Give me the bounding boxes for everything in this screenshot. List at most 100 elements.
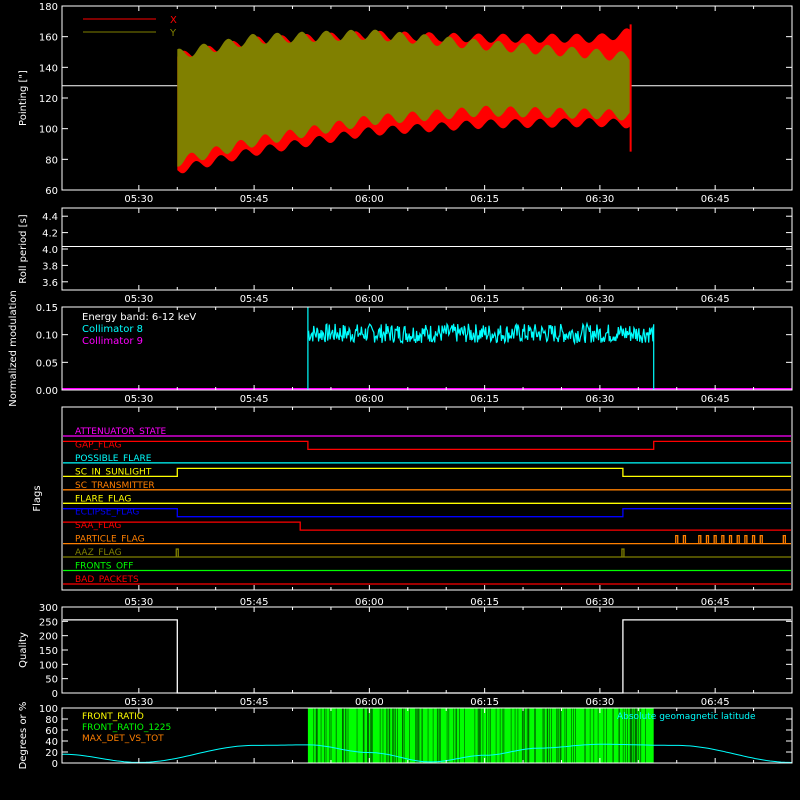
flag-spike bbox=[744, 534, 748, 544]
time-tick-label: 05:45 bbox=[240, 294, 269, 305]
modulation-annotation: Collimator 8 bbox=[82, 324, 143, 335]
y-tick-label: 100 bbox=[39, 125, 58, 136]
time-tick-label: 06:15 bbox=[470, 294, 499, 305]
flag-label: FRONTS_OFF bbox=[75, 562, 133, 572]
y-tick-label: 300 bbox=[39, 603, 58, 614]
time-tick-label: 06:15 bbox=[470, 194, 499, 205]
y-tick-label: 0.05 bbox=[36, 358, 58, 369]
front-ratio-1225-fill bbox=[307, 708, 654, 763]
time-tick-label: 06:45 bbox=[701, 597, 730, 608]
time-tick-label: 06:30 bbox=[585, 394, 614, 405]
flag-line-saa-flag bbox=[63, 521, 791, 531]
flag-label: SC_TRANSMITTER bbox=[75, 481, 155, 491]
legend-label: FRONT_RATIO_1225 bbox=[82, 723, 171, 733]
y-tick-label: 0 bbox=[52, 759, 58, 770]
flag-spike bbox=[675, 534, 679, 544]
y-series-area bbox=[177, 29, 631, 167]
time-tick-label: 05:30 bbox=[124, 697, 153, 708]
time-tick-label: 06:00 bbox=[355, 697, 384, 708]
flag-spike bbox=[705, 534, 710, 544]
collimator-8-line bbox=[307, 307, 655, 390]
y-tick-label: 80 bbox=[45, 155, 58, 166]
flag-label: SAA_FLAG bbox=[75, 521, 121, 531]
time-tick-label: 06:00 bbox=[355, 194, 384, 205]
time-tick-label: 06:30 bbox=[585, 597, 614, 608]
flag-line-gap-flag bbox=[63, 440, 791, 451]
legend-label: FRONT_RATIO bbox=[82, 712, 144, 722]
flag-label: BAD_PACKETS bbox=[75, 575, 139, 585]
flag-spike bbox=[621, 548, 625, 558]
flag-label: POSSIBLE_FLARE bbox=[75, 454, 152, 464]
y-tick-label: 160 bbox=[39, 33, 58, 44]
time-tick-label: 06:15 bbox=[470, 697, 499, 708]
flag-spike bbox=[682, 534, 687, 544]
flag-label: FLARE_FLAG bbox=[75, 494, 131, 504]
y-tick-label: 60 bbox=[45, 186, 58, 197]
y-tick-label: 0.00 bbox=[36, 386, 58, 397]
y-axis-label: Roll period [s] bbox=[18, 214, 29, 283]
y-axis-label: Pointing ["] bbox=[18, 70, 29, 126]
legend-label-y: Y bbox=[169, 28, 177, 39]
data-layer bbox=[62, 24, 793, 763]
time-tick-label: 06:00 bbox=[355, 597, 384, 608]
flag-spike bbox=[175, 548, 179, 558]
y-tick-label: 250 bbox=[39, 617, 58, 628]
axes-layer bbox=[61, 5, 793, 764]
time-tick-label: 05:30 bbox=[124, 194, 153, 205]
flag-spike bbox=[751, 534, 756, 544]
time-tick-label: 06:15 bbox=[470, 394, 499, 405]
time-tick-label: 06:45 bbox=[701, 294, 730, 305]
y-tick-label: 120 bbox=[39, 94, 58, 105]
flag-line-sc-in-sunlight bbox=[63, 467, 791, 478]
text-layer: 05:30 05:45 06:00 06:15 06:30 06:45 05:30 05:45… bbox=[8, 2, 756, 770]
flag-spike bbox=[782, 534, 786, 544]
geomagnetic-latitude-label: Absolute geomagnetic latitude bbox=[617, 712, 756, 722]
flag-spike bbox=[759, 534, 763, 544]
y-tick-label: 50 bbox=[45, 675, 58, 686]
time-tick-label: 05:30 bbox=[124, 394, 153, 405]
y-tick-label: 3.8 bbox=[42, 261, 58, 272]
flag-spike bbox=[736, 534, 740, 544]
time-tick-label: 05:45 bbox=[240, 394, 269, 405]
time-tick-label: 05:45 bbox=[240, 597, 269, 608]
y-axis-label: Flags bbox=[32, 485, 43, 511]
flag-label: GAP_FLAG bbox=[75, 440, 121, 450]
y-axis-label: Quality bbox=[18, 632, 29, 668]
y-tick-label: 4.2 bbox=[42, 229, 58, 240]
y-tick-label: 80 bbox=[45, 715, 58, 726]
y-tick-label: 180 bbox=[39, 2, 58, 13]
panel-frame-6 bbox=[61, 707, 793, 764]
flag-label: AAZ_FLAG bbox=[75, 548, 122, 558]
time-tick-label: 06:45 bbox=[701, 194, 730, 205]
time-tick-label: 06:00 bbox=[355, 294, 384, 305]
flag-spike bbox=[721, 534, 725, 544]
y-tick-label: 100 bbox=[39, 660, 58, 671]
time-tick-label: 05:45 bbox=[240, 697, 269, 708]
y-tick-label: 20 bbox=[45, 748, 58, 759]
modulation-annotation: Energy band: 6-12 keV bbox=[82, 312, 196, 323]
flag-spike bbox=[698, 534, 702, 544]
time-tick-label: 06:45 bbox=[701, 394, 730, 405]
flag-line-eclipse-flag bbox=[63, 508, 791, 518]
time-tick-label: 06:00 bbox=[355, 394, 384, 405]
y-tick-label: 0.15 bbox=[36, 303, 58, 314]
y-axis-label: Degrees or % bbox=[18, 702, 29, 770]
y-axis-label: Normalized modulation bbox=[8, 290, 19, 407]
panel-frame-3 bbox=[61, 306, 793, 391]
y-tick-label: 150 bbox=[39, 646, 58, 657]
legend-label: MAX_DET_VS_TOT bbox=[82, 734, 164, 744]
flag-spike bbox=[713, 534, 717, 544]
panel-frame-4 bbox=[61, 406, 793, 591]
time-tick-label: 05:30 bbox=[124, 294, 153, 305]
flag-label: ECLIPSE_FLAG bbox=[75, 508, 139, 518]
y-tick-label: 0.10 bbox=[36, 331, 58, 342]
modulation-annotation: Collimator 9 bbox=[82, 336, 143, 347]
y-tick-label: 4.0 bbox=[42, 245, 58, 256]
time-tick-label: 06:15 bbox=[470, 597, 499, 608]
y-tick-label: 0 bbox=[52, 689, 58, 700]
time-tick-label: 06:30 bbox=[585, 697, 614, 708]
time-tick-label: 05:30 bbox=[124, 597, 153, 608]
y-tick-label: 60 bbox=[45, 726, 58, 737]
